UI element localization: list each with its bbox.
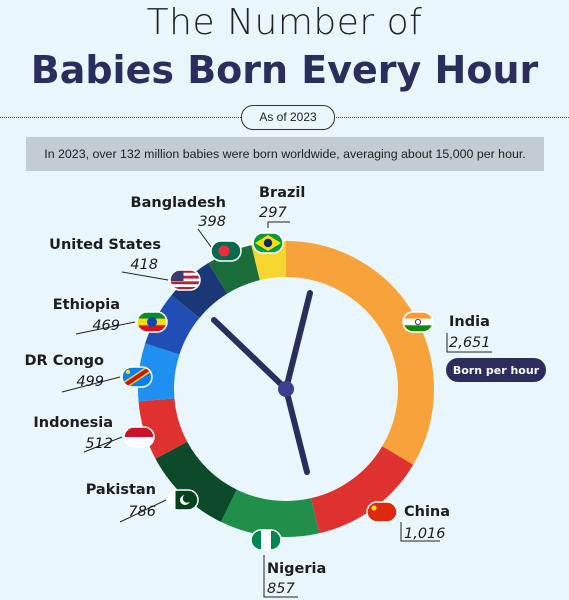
clock-hand-long — [283, 290, 313, 392]
slice-ethiopia — [145, 295, 200, 355]
country-label-nigeria: Nigeria — [267, 561, 326, 577]
country-labels: India 2,651 China 1,016 Nigeria 857 Pakistan 78… — [24, 185, 490, 597]
slice-india — [285, 241, 434, 465]
leader-china — [400, 522, 440, 542]
country-label-pakistan: Pakistan — [86, 482, 156, 498]
value-label-indonesia: 512 — [85, 436, 113, 452]
leader-dr-congo — [61, 376, 121, 393]
country-label-china: China — [404, 504, 450, 520]
country-label-indonesia: Indonesia — [33, 415, 113, 431]
leader-ethiopia — [75, 321, 136, 335]
clock-hands — [211, 290, 313, 475]
country-label-united-states: United States — [49, 237, 161, 253]
value-label-nigeria: 857 — [267, 581, 295, 597]
us-flag-icon — [169, 269, 201, 291]
country-label-brazil: Brazil — [259, 185, 305, 201]
indonesia-flag-icon — [123, 426, 155, 448]
brazil-flag-icon — [252, 232, 284, 254]
china-flag-icon — [366, 501, 398, 523]
leader-brazil — [267, 221, 290, 228]
as-of-pill: As of 2023 — [241, 105, 335, 130]
value-label-ethiopia: 469 — [92, 318, 120, 334]
slice-brazil — [251, 241, 287, 281]
ethiopia-flag-icon — [136, 311, 168, 333]
value-label-china: 1,016 — [404, 526, 446, 542]
value-label-bangladesh: 398 — [198, 214, 226, 230]
slice-indonesia — [138, 397, 188, 459]
badge-label: Born per hour — [453, 364, 540, 377]
country-label-ethiopia: Ethiopia — [53, 297, 120, 313]
clock-center — [278, 381, 294, 397]
leader-indonesia — [83, 436, 123, 453]
slice-pakistan — [155, 441, 238, 522]
value-label-pakistan: 786 — [128, 504, 156, 520]
country-label-bangladesh: Bangladesh — [131, 195, 226, 211]
slice-nigeria — [220, 489, 320, 537]
born-per-hour-badge: Born per hour — [446, 358, 546, 382]
leader-india — [446, 333, 492, 353]
slice-bangladesh — [208, 245, 261, 294]
value-label-india: 2,651 — [449, 335, 491, 351]
value-label-brazil: 297 — [259, 205, 287, 221]
bangladesh-flag-icon — [210, 240, 242, 262]
clock-hand-second — [283, 386, 310, 475]
leader-pakistan — [119, 499, 167, 523]
nigeria-flag-icon — [250, 529, 282, 551]
clock-hand-hour — [211, 317, 289, 392]
summary-note: In 2023, over 132 million babies were bo… — [26, 137, 544, 171]
leader-nigeria — [263, 555, 298, 598]
slice-united-states — [171, 263, 228, 319]
country-label-dr-congo: DR Congo — [24, 353, 104, 369]
title-line-2: Babies Born Every Hour — [30, 48, 539, 92]
pakistan-flag-icon — [167, 489, 199, 511]
slice-dr-congo — [138, 343, 180, 402]
value-label-dr-congo: 499 — [76, 374, 104, 390]
india-flag-icon — [402, 311, 434, 333]
country-label-india: India — [449, 314, 490, 330]
donut-arcs — [138, 241, 434, 537]
value-label-united-states: 418 — [130, 257, 158, 273]
slice-china — [310, 445, 414, 534]
title-line-1: The Number of — [146, 2, 423, 43]
leader-lines — [61, 221, 492, 598]
leader-united-states — [121, 271, 169, 281]
dr-congo-flag-icon — [121, 366, 153, 388]
flags — [121, 232, 434, 551]
